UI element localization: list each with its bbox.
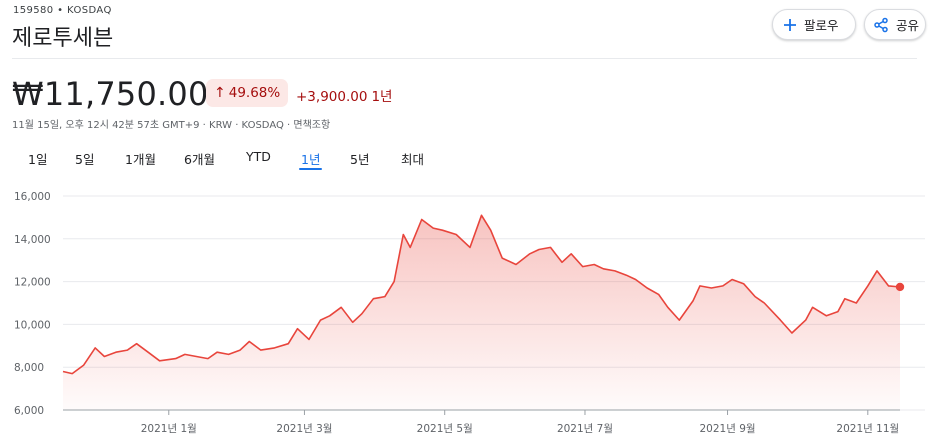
range-tab-5d[interactable]: 5일 (75, 152, 95, 167)
current-price: ₩11,750.00 (12, 75, 209, 113)
price-chart[interactable]: 16,000 14,000 12,000 10,000 8,000 6,000 2021년 … (0, 182, 929, 443)
price-line (62, 214, 901, 375)
x-tick-label: 2021년 1월 (141, 423, 197, 435)
range-tab-6m[interactable]: 6개월 (184, 152, 215, 167)
y-tick-label: 12,000 (14, 277, 51, 289)
range-tab-ytd[interactable]: YTD (246, 149, 271, 164)
plus-icon (784, 18, 796, 31)
y-tick-label: 6,000 (14, 405, 44, 417)
range-tab-1m[interactable]: 1개월 (125, 152, 156, 167)
change-period: 1년 (371, 89, 393, 105)
quote-meta: 11월 15일, 오후 12시 42분 57초 GMT+9 · KRW · KO… (12, 120, 331, 131)
ticker-symbol: 159580 • KOSDAQ (13, 5, 112, 16)
range-tab-max[interactable]: 최대 (401, 152, 425, 167)
arrow-up-icon: ↑ (214, 85, 226, 101)
percent-change-badge: ↑ 49.68% (206, 79, 289, 107)
follow-button-label: 팔로우 (804, 18, 839, 33)
header-divider (12, 58, 917, 59)
range-tab-1y[interactable]: 1년 (298, 149, 323, 170)
follow-button[interactable]: 팔로우 (772, 9, 856, 40)
range-tab-5y[interactable]: 5년 (350, 152, 370, 167)
y-tick-label: 8,000 (14, 362, 44, 374)
price-area (63, 215, 900, 410)
absolute-change-value: +3,900.00 (296, 89, 368, 105)
x-tick-label: 2021년 5월 (417, 423, 473, 435)
percent-change-value: 49.68% (228, 85, 281, 101)
y-tick-label: 14,000 (14, 234, 51, 246)
x-tick-label: 2021년 9월 (700, 423, 756, 435)
absolute-change: +3,900.00 1년 (296, 85, 392, 105)
x-tick-label: 2021년 3월 (276, 423, 332, 435)
company-name: 제로투세븐 (12, 26, 114, 51)
x-tick-label: 2021년 7월 (557, 423, 613, 435)
range-tab-1d[interactable]: 1일 (28, 152, 48, 167)
current-price-dot (895, 282, 905, 292)
x-tick-label: 2021년 11월 (836, 423, 899, 435)
share-button[interactable]: 공유 (864, 9, 926, 40)
share-icon (874, 17, 888, 32)
y-tick-label: 10,000 (14, 319, 51, 331)
y-tick-label: 16,000 (14, 191, 51, 203)
share-button-label: 공유 (896, 18, 920, 33)
